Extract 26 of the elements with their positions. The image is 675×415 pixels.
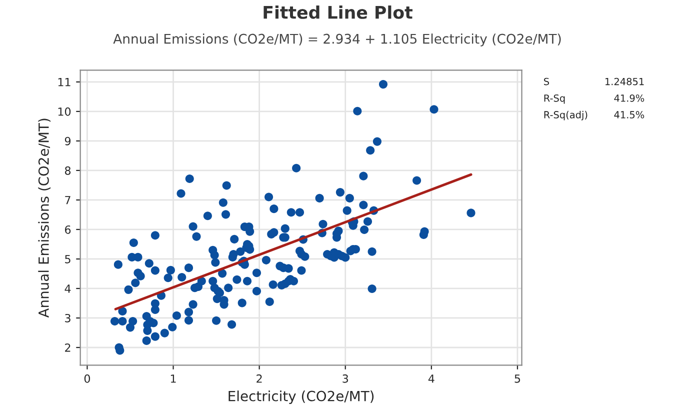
text: 41.9%	[614, 94, 644, 102]
y-axis-title: Annual Emissions (CO2e/MT)	[38, 118, 51, 318]
x-tick-label: 4	[428, 374, 434, 383]
y-tick-label: 11	[58, 78, 70, 86]
x-tick-label: 5	[514, 374, 520, 383]
y-tick-label: 7	[65, 196, 70, 204]
text: R-Sq(adj)	[544, 110, 588, 120]
y-tick-label: 3	[65, 314, 70, 322]
y-tick-label: 5	[65, 255, 70, 264]
x-tick-label: 1	[170, 374, 176, 383]
chart-subtitle: Annual Emissions (CO2e/MT) = 2.934 + 1.105 Electricity (CO2e/MT)	[113, 34, 561, 46]
x-axis-title: Electricity (CO2e/MT)	[228, 390, 374, 404]
y-tick-label: 2	[65, 343, 70, 352]
y-tick-label: 10	[58, 107, 71, 116]
x-tick-label: 0	[84, 374, 90, 383]
text: 41.5%	[614, 111, 644, 118]
y-tick-label: 8	[64, 166, 71, 175]
x-tick-label: 2	[256, 374, 262, 383]
y-tick-label: 9	[64, 136, 71, 146]
text: S	[544, 78, 550, 86]
y-tick-label: 6	[65, 225, 71, 234]
text: 1.24851	[605, 78, 644, 86]
x-tick-label: 3	[342, 374, 348, 383]
text: R-Sq	[544, 94, 565, 104]
y-tick-label: 4	[64, 284, 71, 293]
chart-title: Fitted Line Plot	[264, 5, 412, 19]
